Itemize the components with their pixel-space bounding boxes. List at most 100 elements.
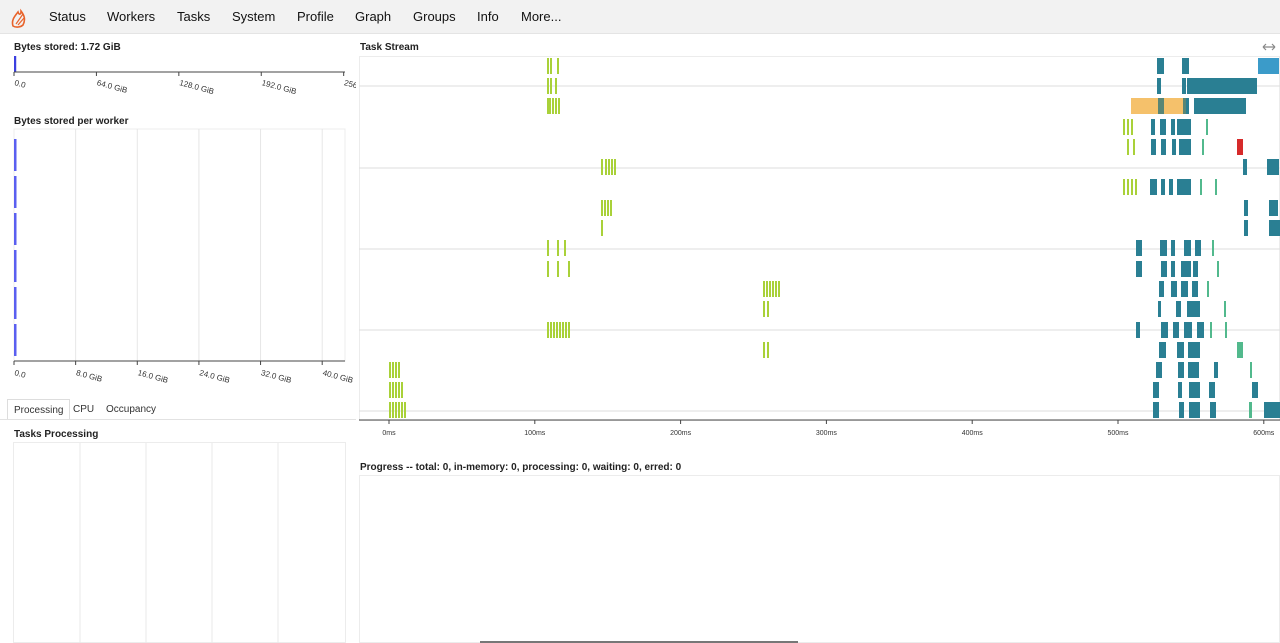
task-rect xyxy=(1150,179,1157,195)
task-stream-tick-label: 300ms xyxy=(816,430,838,437)
task-rect xyxy=(1161,179,1165,195)
worker-memory-bar xyxy=(14,250,17,282)
task-rect xyxy=(1179,402,1184,418)
task-rect xyxy=(1136,261,1142,277)
nav-graph[interactable]: Graph xyxy=(355,9,392,24)
task-rect xyxy=(1192,281,1198,297)
task-rect xyxy=(1184,240,1191,256)
task-rect xyxy=(608,159,610,175)
task-rect xyxy=(1127,119,1129,135)
nav-info[interactable]: Info xyxy=(477,9,499,24)
task-rect xyxy=(1243,159,1247,175)
task-rect xyxy=(398,402,400,418)
task-rect xyxy=(547,261,549,277)
task-rect xyxy=(1187,301,1200,317)
task-rect xyxy=(1212,240,1214,256)
tab-processing[interactable]: Processing xyxy=(7,399,71,420)
task-rect xyxy=(552,98,554,114)
tab-occupancy[interactable]: Occupancy xyxy=(106,404,157,415)
task-rect xyxy=(1214,362,1218,378)
task-rect xyxy=(1195,240,1201,256)
task-rect xyxy=(1225,322,1227,338)
task-rect xyxy=(1158,301,1161,317)
task-stream-tick-label: 0ms xyxy=(382,430,396,437)
task-rect xyxy=(1217,261,1219,277)
nav-system[interactable]: System xyxy=(232,9,276,24)
task-rect xyxy=(557,240,559,256)
task-rect xyxy=(1169,179,1173,195)
nav-status[interactable]: Status xyxy=(49,9,86,24)
task-rect xyxy=(1157,58,1164,74)
horizontal-pan-icon[interactable] xyxy=(1262,42,1276,52)
task-rect xyxy=(767,342,769,358)
nav-more[interactable]: More... xyxy=(521,9,562,24)
nav-groups[interactable]: Groups xyxy=(413,9,456,24)
bytes-stored-tick-label: 256.0 GiB xyxy=(343,78,356,96)
task-rect xyxy=(1249,402,1252,418)
worker-memory-bar xyxy=(14,213,17,245)
task-rect xyxy=(1237,342,1243,358)
task-rect xyxy=(1187,78,1257,94)
task-rect xyxy=(601,220,603,236)
dask-flame-icon[interactable] xyxy=(9,6,29,28)
bytes-per-worker-tick-label: 24.0 GiB xyxy=(198,368,230,385)
task-rect xyxy=(1151,139,1156,155)
task-rect xyxy=(1189,402,1200,418)
task-rect xyxy=(557,261,559,277)
task-rect xyxy=(565,322,567,338)
task-rect xyxy=(611,159,613,175)
task-rect xyxy=(1258,58,1279,74)
task-rect xyxy=(1159,281,1164,297)
task-rect xyxy=(775,281,777,297)
task-rect xyxy=(1202,139,1204,155)
bytes-stored-chart: 0.0 64.0 GiB 128.0 GiB 192.0 GiB 256.0 GiB xyxy=(13,56,356,96)
bytes-per-worker-chart: 0.0 8.0 GiB 16.0 GiB 24.0 GiB 32.0 GiB 40.0 G… xyxy=(13,128,354,385)
task-rect xyxy=(1153,402,1159,418)
nav-workers[interactable]: Workers xyxy=(107,9,156,24)
task-rect xyxy=(547,322,549,338)
bytes-per-worker-tick-label: 8.0 GiB xyxy=(75,368,103,384)
task-rect xyxy=(401,382,403,398)
task-rect xyxy=(547,78,549,94)
task-rect xyxy=(1182,58,1189,74)
task-rect xyxy=(1269,200,1278,216)
task-rect xyxy=(1127,139,1129,155)
task-rect xyxy=(550,322,552,338)
tasks-processing-title: Tasks Processing xyxy=(14,429,99,440)
task-rect xyxy=(1161,261,1167,277)
tasks-processing-chart xyxy=(13,442,346,643)
task-rect xyxy=(1171,281,1177,297)
task-rect xyxy=(556,322,558,338)
task-rect xyxy=(766,281,768,297)
task-rect xyxy=(1189,382,1200,398)
task-rect xyxy=(1151,119,1155,135)
bytes-per-worker-tick-label: 0.0 xyxy=(13,368,27,380)
bytes-stored-tick-label: 192.0 GiB xyxy=(261,78,298,96)
task-rect xyxy=(395,402,397,418)
task-rect xyxy=(1188,342,1200,358)
scroll-indicator[interactable] xyxy=(480,641,798,643)
bytes-per-worker-title: Bytes stored per worker xyxy=(14,116,129,127)
task-stream-tick-label: 500ms xyxy=(1107,430,1129,437)
task-rect xyxy=(392,382,394,398)
task-rect xyxy=(614,159,616,175)
task-rect xyxy=(1160,240,1167,256)
task-rect xyxy=(1171,240,1175,256)
task-rect xyxy=(763,301,765,317)
task-rect xyxy=(1123,119,1125,135)
task-rect xyxy=(389,402,391,418)
tab-divider xyxy=(0,419,356,420)
task-rect xyxy=(601,200,603,216)
task-rect xyxy=(610,200,612,216)
tab-cpu[interactable]: CPU xyxy=(73,404,95,415)
task-rect xyxy=(1181,281,1188,297)
task-rect xyxy=(1173,322,1179,338)
worker-memory-bar xyxy=(14,139,17,171)
task-rect xyxy=(392,402,394,418)
task-rect xyxy=(401,402,403,418)
task-rect xyxy=(1136,240,1142,256)
task-rect xyxy=(1215,179,1217,195)
bytes-per-worker-tick-label: 40.0 GiB xyxy=(322,368,354,385)
nav-profile[interactable]: Profile xyxy=(297,9,334,24)
nav-tasks[interactable]: Tasks xyxy=(177,9,211,24)
